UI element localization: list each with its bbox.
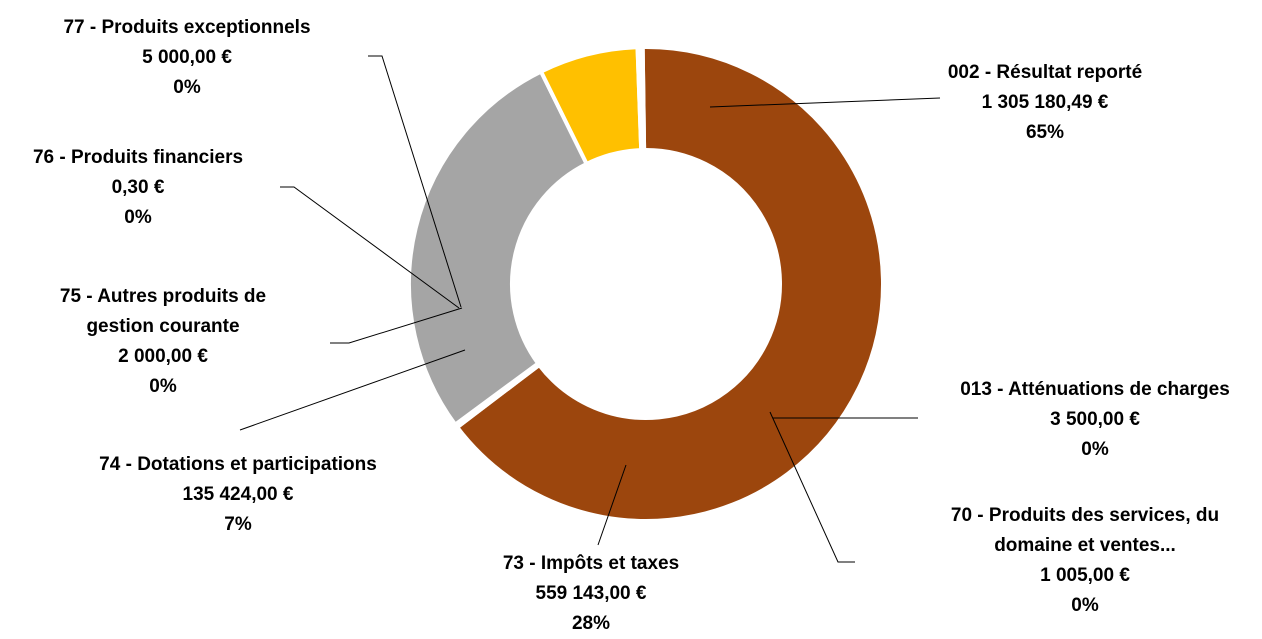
data-label-6: 76 - Produits financiers 0,30 €0% xyxy=(33,147,243,228)
data-label-4: 74 - Dotations et participations 135 424,… xyxy=(99,454,377,535)
data-label-5: 75 - Autres produits de gestion courante 2… xyxy=(60,286,266,397)
leader-line-6 xyxy=(280,186,460,309)
slice-0 xyxy=(455,45,885,523)
data-label-1: 013 - Atténuations de charges 3 500,00 €0… xyxy=(960,379,1230,460)
leader-line-7 xyxy=(368,55,462,308)
data-label-7: 77 - Produits exceptionnels 5 000,00 €0% xyxy=(63,17,310,98)
slice-7 xyxy=(636,45,647,153)
donut-slices xyxy=(407,45,885,523)
leader-line-5 xyxy=(330,307,463,344)
data-label-3: 73 - Impôts et taxes 559 143,00 €28% xyxy=(503,553,679,634)
slice-3 xyxy=(407,69,589,427)
leader-line-0 xyxy=(709,97,941,108)
leader-lines xyxy=(239,55,941,563)
leader-line-2 xyxy=(769,411,855,563)
leader-line-4 xyxy=(239,349,466,431)
data-label-0: 002 - Résultat reporté 1 305 180,49 €65% xyxy=(948,62,1142,143)
data-labels: 002 - Résultat reporté 1 305 180,49 €65% 0… xyxy=(33,17,1230,634)
data-label-2: 70 - Produits des services, du domaine et… xyxy=(951,505,1219,616)
leader-line-3 xyxy=(597,464,627,546)
